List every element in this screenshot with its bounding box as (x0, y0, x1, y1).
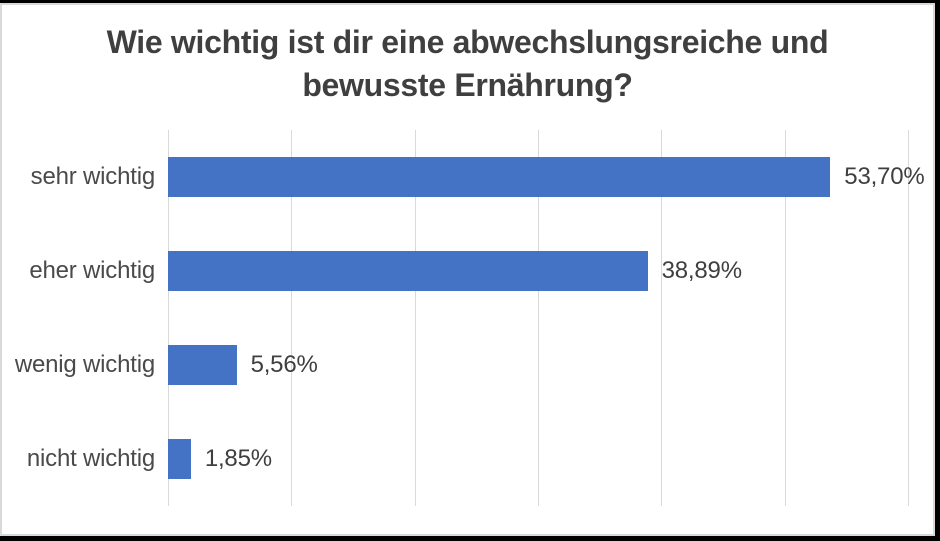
chart-container: Wie wichtig ist dir eine abwechslungsrei… (0, 3, 935, 536)
gridline (291, 130, 293, 506)
category-label: nicht wichtig (26, 445, 155, 472)
bar-area: 5,56% (168, 345, 933, 385)
bar-area: 38,89% (168, 251, 933, 291)
value-label: 38,89% (661, 257, 742, 284)
bar-area: 53,70% (168, 157, 933, 197)
bar-row: wenig wichtig 5,56% (2, 318, 933, 412)
chart-title-line-2: bewusste Ernährung? (302, 67, 633, 104)
category-label: wenig wichtig (14, 351, 155, 378)
chart-title-line-1: Wie wichtig ist dir eine abwechslungsrei… (106, 24, 829, 60)
bar-row: eher wichtig 38,89% (2, 224, 933, 318)
category-label: eher wichtig (29, 257, 155, 284)
category-label: sehr wichtig (30, 163, 156, 190)
value-label: 5,56% (250, 351, 318, 378)
value-label: 1,85% (204, 445, 272, 472)
bar (168, 157, 831, 197)
bar (168, 439, 191, 479)
value-label: 53,70% (844, 163, 925, 190)
chart-title: Wie wichtig ist dir eine abwechslungsrei… (2, 21, 933, 107)
bar-chart-plot: sehr wichtig 53,70% eher wichtig 38,89% weni… (2, 130, 933, 506)
bar-row: nicht wichtig 1,85% (2, 412, 933, 506)
bar (168, 345, 237, 385)
bar (168, 251, 648, 291)
gridline (908, 130, 909, 506)
gridlines (168, 130, 909, 506)
gridline (414, 130, 416, 506)
gridline (168, 130, 169, 506)
gridline (784, 130, 786, 506)
bar-area: 1,85% (168, 439, 933, 479)
gridline (661, 130, 663, 506)
bar-row: sehr wichtig 53,70% (2, 130, 933, 224)
bar-rows: sehr wichtig 53,70% eher wichtig 38,89% weni… (2, 130, 933, 506)
gridline (538, 130, 539, 506)
